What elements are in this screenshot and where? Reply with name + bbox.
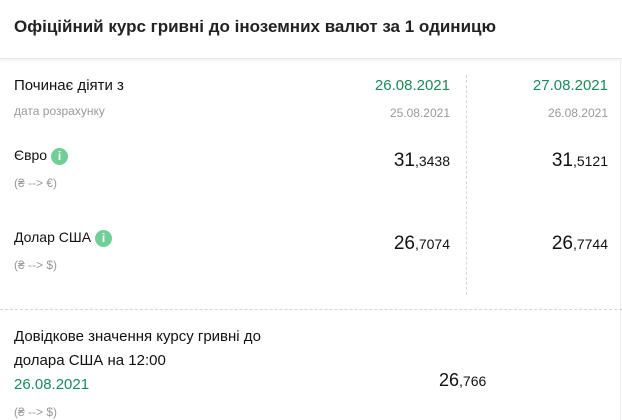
info-icon[interactable]: i [51, 147, 69, 165]
calc-date-label: дата розрахунку [14, 104, 105, 118]
currency-euro: Євро i [14, 147, 69, 165]
currency-pair: (₴ --> €) [14, 176, 58, 190]
reference-value: 26,766 [439, 370, 487, 390]
info-icon[interactable]: i [95, 229, 113, 247]
section-divider [0, 309, 622, 310]
right-border [620, 58, 621, 420]
effective-from-label: Починає діяти з [14, 77, 124, 94]
reference-pair: (₴ --> $) [14, 405, 58, 419]
column-divider [466, 75, 467, 295]
page-title: Офіційний курс гривні до іноземних валют… [14, 17, 496, 36]
date-col-2: 27.08.2021 [532, 77, 608, 94]
currency-name: Долар США [14, 229, 92, 245]
currency-usd: Долар США i [14, 229, 113, 247]
header: Офіційний курс гривні до іноземних валют… [0, 0, 622, 59]
reference-date: 26.08.2021 [14, 376, 90, 393]
rate-value: 26,7744 [551, 233, 608, 254]
rate-value: 26,7074 [393, 233, 450, 254]
rate-value: 31,5121 [551, 150, 608, 171]
calc-date-col-1: 25.08.2021 [389, 106, 450, 120]
currency-pair: (₴ --> $) [14, 258, 58, 272]
currency-name: Євро [14, 147, 48, 163]
reference-label-line2: долара США на 12:00 [14, 352, 166, 369]
calc-date-col-2: 26.08.2021 [547, 106, 608, 120]
date-col-1: 26.08.2021 [374, 77, 450, 94]
rate-value: 31,3438 [393, 150, 450, 171]
reference-label-line1: Довідкове значення курсу гривні до [14, 328, 261, 345]
